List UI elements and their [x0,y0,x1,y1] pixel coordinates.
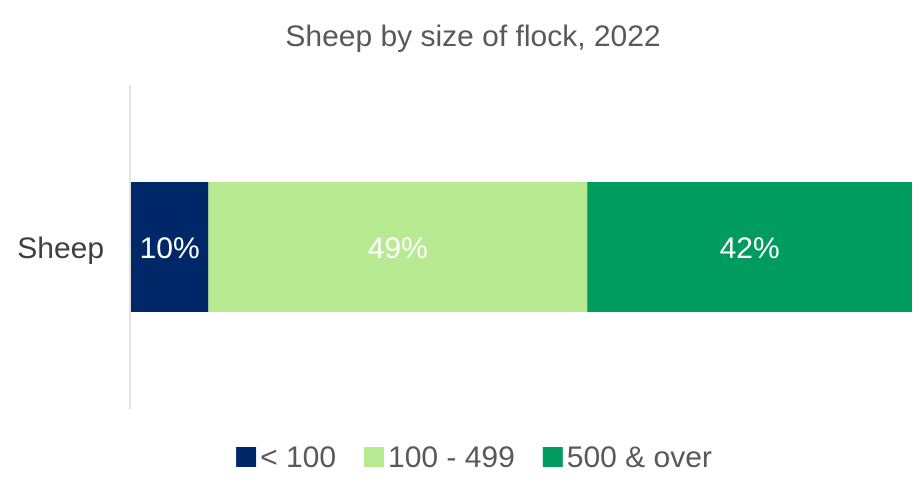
bar-segment [208,182,588,312]
legend-item: < 100 [236,441,336,474]
legend-label: 100 - 499 [388,441,515,474]
chart-title: Sheep by size of flock, 2022 [285,20,660,53]
bar-segment [131,182,209,312]
legend: < 100 100 - 499 500 & over [236,441,712,474]
legend-label: < 100 [260,441,336,474]
data-label: 10% [140,232,200,265]
legend-label: 500 & over [567,441,712,474]
legend-swatch [236,447,257,467]
legend-swatch [364,447,385,467]
data-label: 42% [720,232,780,265]
legend-item: 500 & over [542,441,712,474]
legend-swatch [542,447,563,467]
data-label: 49% [368,232,428,265]
legend-item: 100 - 499 [364,441,515,474]
bar-segment [587,182,912,312]
category-label: Sheep [17,232,104,265]
